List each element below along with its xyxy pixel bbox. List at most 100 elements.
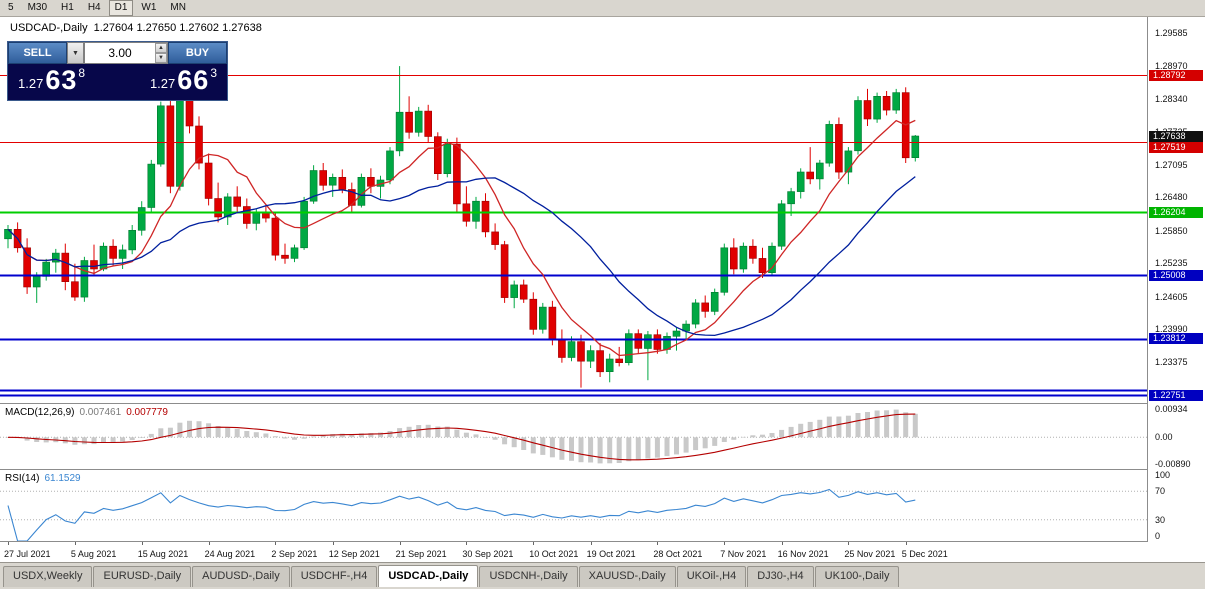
price-badge: 1.23812 [1149,333,1203,345]
macd-name: MACD(12,26,9) [5,407,75,418]
price-tick: 1.28340 [1155,93,1188,104]
price-badge: 1.25008 [1149,269,1203,281]
time-tick [724,542,726,545]
time-tick [657,542,659,545]
date-label: 19 Oct 2021 [586,549,636,559]
date-label: 5 Aug 2021 [70,549,117,559]
macd-pane[interactable] [0,404,1147,469]
macd-tick: 0.00934 [1155,404,1188,415]
macd-value-signal: 0.007779 [126,407,168,418]
time-tick [275,542,277,545]
price-badge: 1.22751 [1149,389,1203,401]
rsi-tick: 0 [1155,531,1161,541]
pane-divider[interactable] [0,469,1205,470]
price-tick: 1.23375 [1155,356,1188,367]
chart-tab-bar: USDX,Weekly EURUSD-,Daily AUDUSD-,Daily USD… [0,562,1205,589]
date-label: 15 Aug 2021 [137,549,189,559]
candlestick-chart[interactable] [0,17,1147,403]
chart-tab-dj30-h4[interactable]: DJ30-,H4 [747,566,814,587]
sell-button[interactable]: SELL [8,42,67,64]
date-label: 24 Aug 2021 [204,549,256,559]
buy-price-prefix: 1.27 [149,76,176,91]
sell-price-display[interactable]: 1.27 63 8 [18,67,85,94]
chart-tab-usdx-weekly[interactable]: USDX,Weekly [3,566,93,587]
macd-tick: 0.00 [1155,432,1173,443]
price-scale[interactable]: 1.295851.289701.283401.277251.270951.264… [1147,17,1205,542]
chart-title: USDCAD-,Daily 1.27604 1.27650 1.27602 1.2… [10,22,268,34]
timeframe-button-m30[interactable]: M30 [27,2,48,13]
chart-tab-audusd-daily[interactable]: AUDUSD-,Daily [192,566,290,587]
rsi-tick: 30 [1155,514,1166,525]
timeframe-toolbar: 5 M30 H1 H4 D1 W1 MN [0,0,1205,17]
timeframe-button-d1[interactable]: D1 [108,0,134,16]
time-tick [590,542,592,545]
date-label: 27 Jul 2021 [4,549,51,559]
timeframe-button-mn[interactable]: MN [170,2,186,13]
chart-tab-usdcnh-daily[interactable]: USDCNH-,Daily [479,566,578,587]
chevron-down-icon: ▼ [72,49,79,57]
sell-price-pips: 63 [45,65,78,95]
macd-value-main: 0.007461 [79,407,122,418]
time-tick [848,542,850,545]
time-tick [208,542,210,545]
chart-tab-xauusd-daily[interactable]: XAUUSD-,Daily [578,566,676,587]
rsi-chart[interactable] [0,470,1147,541]
timeframe-button-h1[interactable]: H1 [61,2,74,13]
price-tick: 1.25235 [1155,258,1188,269]
price-badge: 1.26204 [1149,206,1203,218]
volume-preset-dropdown[interactable]: ▼ [67,42,84,64]
chart-tab-uk100-daily[interactable]: UK100-,Daily [814,566,900,587]
price-badge: 1.28792 [1149,69,1203,81]
rsi-pane[interactable] [0,470,1147,541]
volume-field: 3.00 ▲ ▼ [84,42,168,64]
price-tick: 1.24605 [1155,291,1188,302]
one-click-trade-panel: SELL ▼ 3.00 ▲ ▼ BUY 1.27 63 8 1.27 66 3 [7,41,228,101]
macd-chart[interactable] [0,404,1147,469]
date-label: 5 Dec 2021 [901,549,948,559]
chart-tab-usdcad-daily[interactable]: USDCAD-,Daily [378,565,479,587]
buy-price-pips: 66 [177,65,210,95]
chart-symbol: USDCAD-,Daily [10,22,88,34]
rsi-tick: 70 [1155,486,1166,497]
buy-price-display[interactable]: 1.27 66 3 [150,67,217,94]
price-tick: 1.29585 [1155,27,1188,38]
volume-spin-up-button[interactable]: ▲ [155,43,167,53]
sell-price-prefix: 1.27 [18,76,44,91]
time-tick [466,542,468,545]
date-label: 7 Nov 2021 [720,549,767,559]
chart-tab-usdchf-h4[interactable]: USDCHF-,H4 [290,566,378,587]
timeframe-button-w1[interactable]: W1 [141,2,157,13]
volume-input[interactable]: 3.00 [108,46,132,60]
time-tick [905,542,907,545]
time-tick [74,542,76,545]
volume-spin-down-button[interactable]: ▼ [155,53,167,63]
price-tick: 1.26480 [1155,192,1188,203]
pane-divider[interactable] [0,403,1205,404]
chart-ohlc: 1.27604 1.27650 1.27602 1.27638 [93,22,262,34]
sell-price-point: 8 [78,66,86,80]
time-tick [8,542,9,545]
date-label: 16 Nov 2021 [777,549,829,559]
date-label: 2 Sep 2021 [271,549,318,559]
time-scale[interactable]: 27 Jul 2021 5 Aug 2021 15 Aug 2021 24 Aug 2… [0,542,1147,562]
time-tick [332,542,334,545]
chart-tab-eurusd-daily[interactable]: EURUSD-,Daily [93,566,192,587]
time-tick [533,542,535,545]
rsi-label: RSI(14) 61.1529 [5,473,81,484]
rsi-tick: 100 [1155,470,1171,480]
timeframe-button-5[interactable]: 5 [8,2,14,13]
price-badge: 1.27519 [1149,141,1203,153]
date-label: 25 Nov 2021 [844,549,896,559]
time-tick [141,542,143,545]
timeframe-button-h4[interactable]: H4 [87,2,101,13]
macd-tick: -0.00890 [1155,459,1191,470]
date-label: 28 Oct 2021 [653,549,703,559]
chart-tab-ukoil-h4[interactable]: UKOil-,H4 [676,566,747,587]
rsi-value: 61.1529 [44,473,81,484]
time-tick [399,542,401,545]
buy-button[interactable]: BUY [168,42,227,64]
date-label: 12 Sep 2021 [328,549,380,559]
price-badge: 1.27638 [1149,130,1203,142]
date-label: 30 Sep 2021 [462,549,514,559]
